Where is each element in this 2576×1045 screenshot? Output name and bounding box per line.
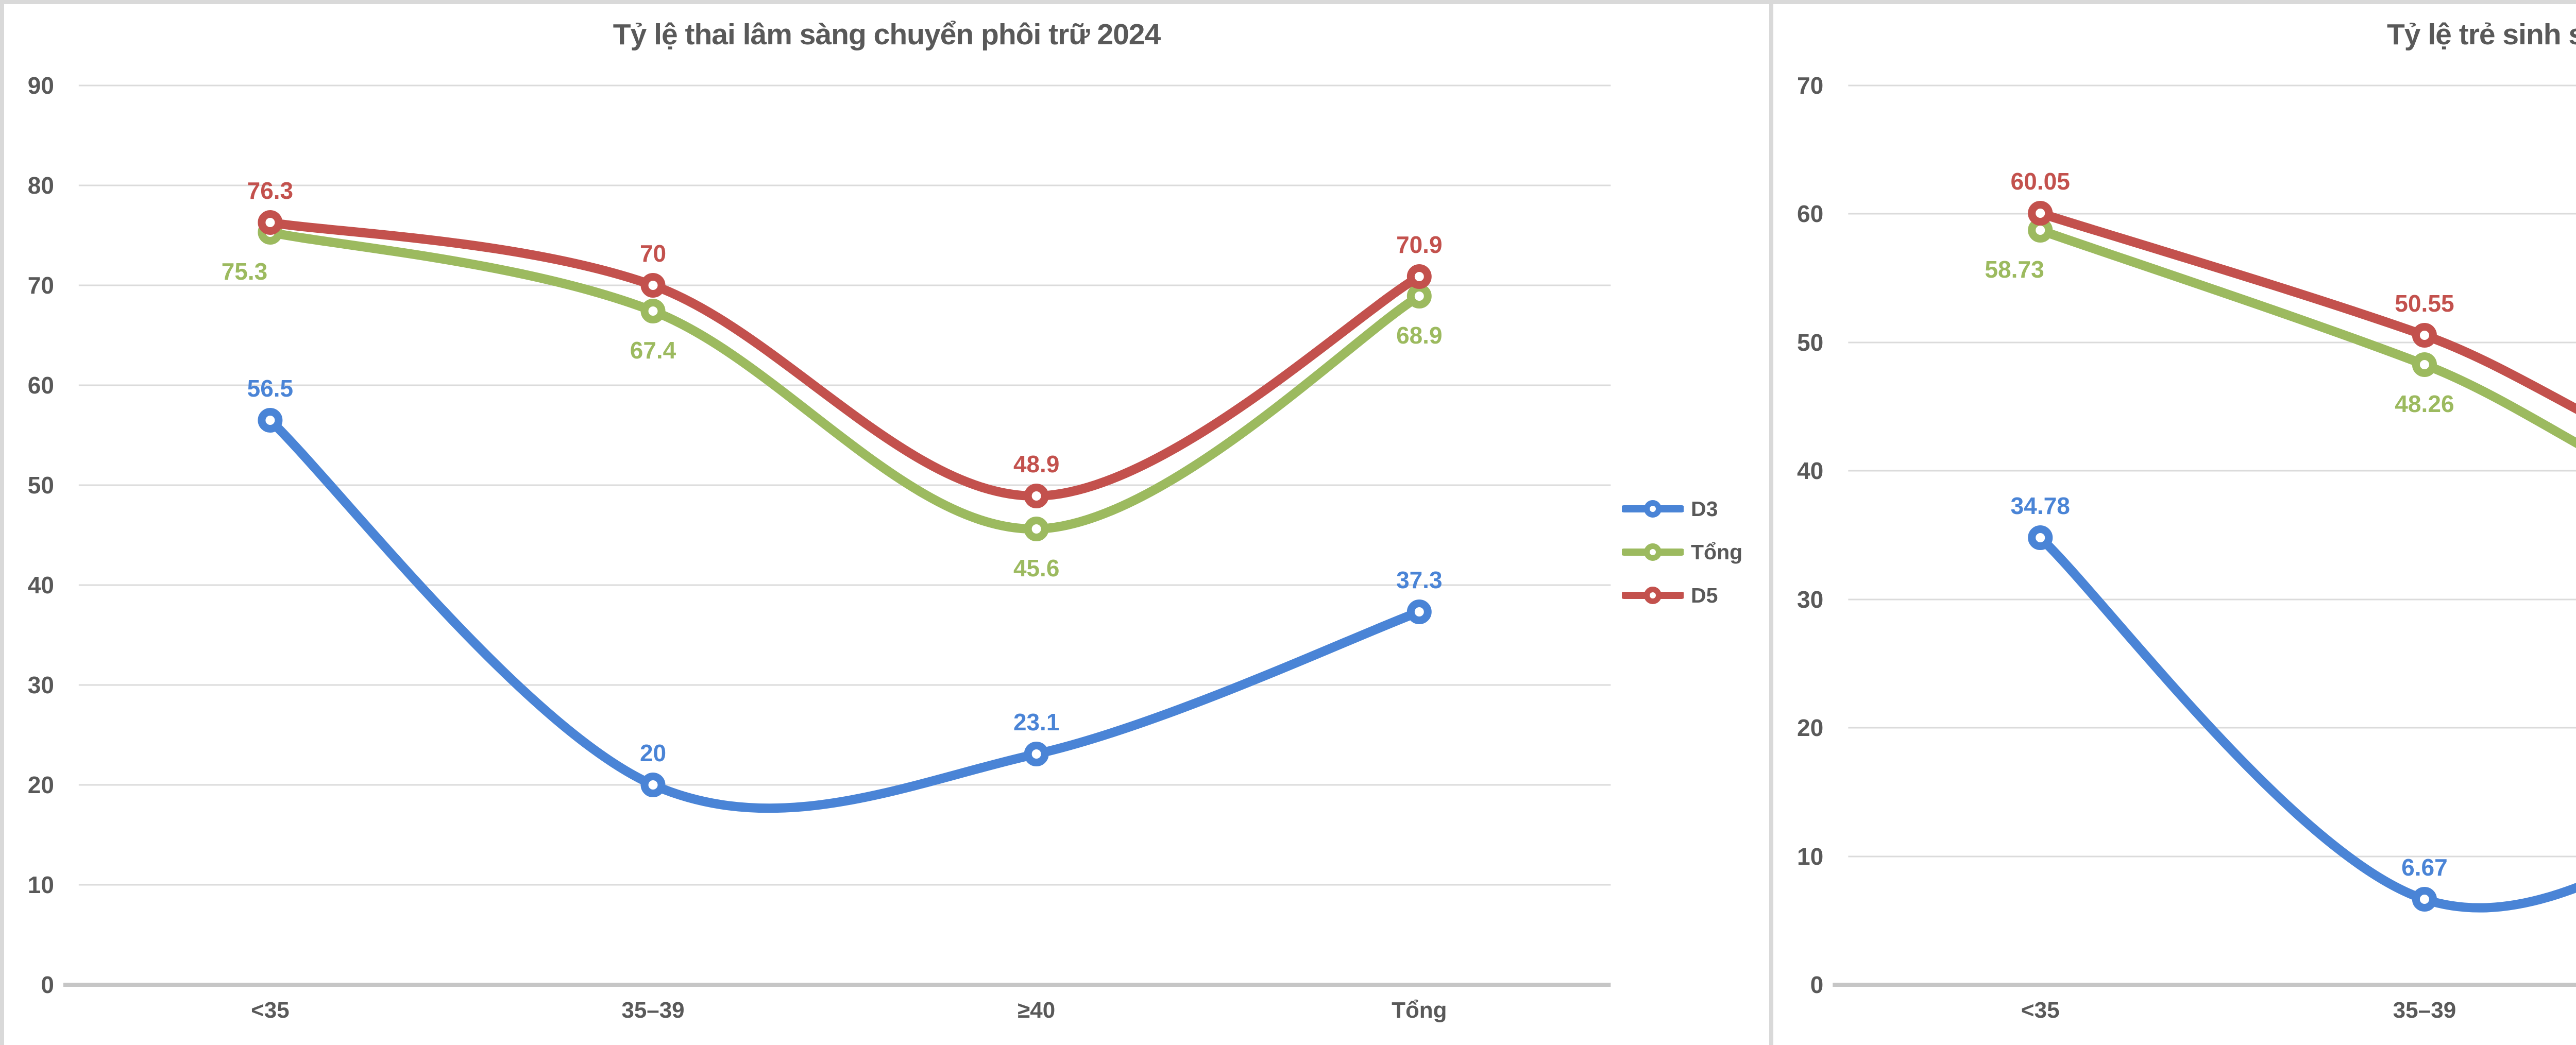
x-axis-category-label: 35–39 <box>2393 998 2456 1023</box>
chart-title: Tỷ lệ trẻ sinh sống chuyển phôi trữ 2024 <box>2386 18 2576 51</box>
panel-divider <box>1769 0 1773 1045</box>
data-point-D5[interactable] <box>1024 484 1049 508</box>
plot-area: 010203040506070<3535–39≥40Tổng58.7348.26… <box>1797 72 2576 1023</box>
y-axis-tick-label: 0 <box>41 971 54 998</box>
y-axis-tick-label: 70 <box>28 272 54 299</box>
data-point-label: 50.55 <box>2395 290 2454 317</box>
data-point-Tổng[interactable] <box>2412 352 2437 377</box>
legend-label: Tổng <box>1691 540 1743 564</box>
data-point-D5[interactable] <box>2412 323 2437 348</box>
data-point-label: 48.9 <box>1013 451 1059 477</box>
data-point-label: 67.4 <box>630 337 676 364</box>
legend-item-tong[interactable]: Tổng <box>1622 530 1742 574</box>
chart-panel-live-birth: Tỷ lệ trẻ sinh sống chuyển phôi trữ 2024… <box>1773 4 2576 1041</box>
data-point-D3[interactable] <box>2028 525 2053 550</box>
data-point-label: 37.3 <box>1396 567 1442 593</box>
series-line-Tổng <box>265 228 1424 534</box>
y-axis-tick-label: 40 <box>1797 457 1823 484</box>
y-axis-tick-label: 20 <box>28 772 54 798</box>
legend-marker-dot <box>1644 587 1662 604</box>
series-line-D5 <box>2036 209 2576 414</box>
x-axis-category-label: <35 <box>2021 998 2060 1023</box>
data-point-D5[interactable] <box>258 210 283 235</box>
x-axis-category-label: ≥40 <box>1018 998 1055 1023</box>
plot-area: 0 10 20 30 40 50 60 70 80 90 <35 35–39 ≥40 Tổng 75.3 67… <box>28 72 1611 1023</box>
legend-item-d5[interactable]: D5 <box>1622 574 1742 617</box>
window-border-top <box>0 0 2576 4</box>
line-marker-icon <box>1622 543 1684 561</box>
y-axis-tick-label: 90 <box>28 72 54 99</box>
data-point-label: 60.05 <box>2011 168 2070 195</box>
data-point-D3[interactable] <box>1024 742 1049 766</box>
data-point-D3[interactable] <box>258 408 283 433</box>
data-point-D5[interactable] <box>640 273 666 298</box>
data-point-label: 75.3 <box>222 258 267 285</box>
legend-item-d3[interactable]: D3 <box>1622 487 1742 530</box>
legend: D3 Tổng D5 <box>1622 487 1742 617</box>
line-marker-icon <box>1622 587 1684 604</box>
data-point-label: 23.1 <box>1013 709 1059 735</box>
legend-label: D5 <box>1691 583 1718 607</box>
y-axis-tick-label: 10 <box>28 871 54 898</box>
series-line-D5 <box>265 218 1424 501</box>
y-axis-tick-label: 30 <box>28 672 54 698</box>
y-axis-tick-label: 30 <box>1797 586 1823 613</box>
data-point-Tổng[interactable] <box>1024 517 1049 541</box>
legend-marker-dot <box>1644 500 1662 518</box>
data-point-label: 56.5 <box>247 375 293 402</box>
y-axis-tick-label: 80 <box>28 172 54 199</box>
chart-title: Tỷ lệ thai lâm sàng chuyển phôi trữ 2024 <box>613 18 1161 51</box>
y-axis-tick-label: 60 <box>1797 200 1823 227</box>
y-axis-tick-label: 70 <box>1797 72 1823 99</box>
y-axis-tick-label: 50 <box>28 472 54 499</box>
data-point-Tổng[interactable] <box>640 299 666 323</box>
data-point-label: 70 <box>640 240 666 267</box>
series-line-D3 <box>2036 533 2576 913</box>
data-point-D3[interactable] <box>1406 599 1432 624</box>
y-axis-tick-label: 10 <box>1797 843 1823 870</box>
y-axis-tick-label: 20 <box>1797 714 1823 741</box>
chart-panel-clinical-pregnancy: Tỷ lệ thai lâm sàng chuyển phôi trữ 2024… <box>4 4 1769 1041</box>
data-point-label: 6.67 <box>2401 854 2448 881</box>
y-axis-tick-label: 40 <box>28 572 54 598</box>
series-line-D3 <box>265 416 1424 813</box>
legend-label: D3 <box>1691 496 1718 521</box>
data-point-D5[interactable] <box>1406 264 1432 289</box>
line-marker-icon <box>1622 500 1684 518</box>
x-axis-category-label: Tổng <box>1392 998 1447 1023</box>
x-axis-category-label: 35–39 <box>621 998 684 1023</box>
data-point-label: 45.6 <box>1013 555 1059 581</box>
y-axis-tick-label: 0 <box>1810 971 1824 998</box>
data-point-label: 34.78 <box>2011 492 2070 519</box>
data-point-D3[interactable] <box>2412 887 2437 912</box>
data-point-label: 70.9 <box>1396 231 1442 258</box>
data-point-label: 20 <box>640 740 666 766</box>
data-point-label: 68.9 <box>1396 322 1442 349</box>
y-axis-tick-label: 60 <box>28 372 54 399</box>
data-point-label: 76.3 <box>247 177 293 204</box>
window-border-left <box>0 0 4 1045</box>
y-axis-tick-label: 50 <box>1797 329 1823 356</box>
legend-marker-dot <box>1644 543 1662 561</box>
data-point-Tổng[interactable] <box>1406 284 1432 309</box>
data-point-D5[interactable] <box>2028 201 2053 226</box>
series-line-Tổng <box>2036 226 2576 449</box>
data-point-label: 58.73 <box>1985 256 2044 283</box>
data-point-label: 48.26 <box>2395 390 2454 417</box>
data-point-D3[interactable] <box>640 773 666 797</box>
x-axis-category-label: <35 <box>251 998 290 1023</box>
